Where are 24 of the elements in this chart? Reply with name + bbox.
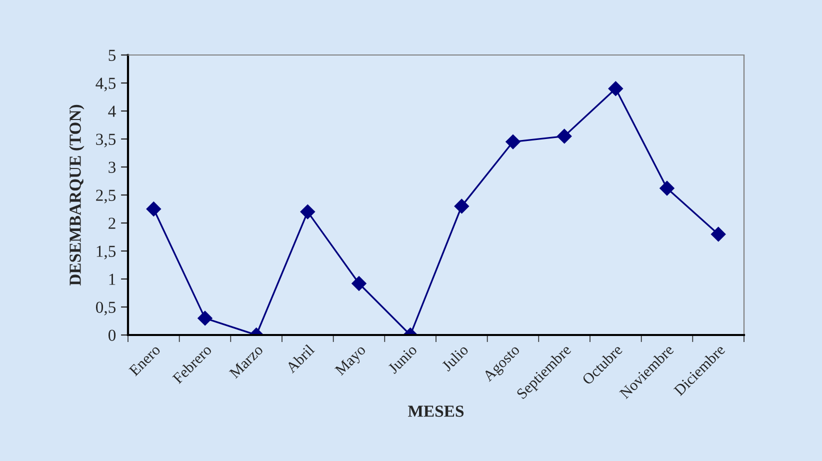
point [710,226,726,242]
point [454,198,470,214]
y-axis-title: DESEMBARQUE (TON) [69,104,84,286]
y-tick-label: 3,5 [96,134,116,148]
point [660,180,674,196]
x-axis-title: MESES [408,406,464,417]
y-tick-label: 5 [108,50,116,61]
point [146,202,162,216]
y-tick-label: 1,5 [96,246,116,260]
y-tick-label: 0,5 [96,302,116,316]
y-tick-label: 1 [109,274,116,285]
y-tick-label: 4,5 [96,78,116,92]
point [300,204,316,220]
point [352,276,366,291]
point [506,134,520,150]
point [608,81,624,96]
y-tick-label: 4 [108,106,116,117]
point [198,310,212,326]
y-tick-label: 3 [108,162,116,173]
y-tick-label: 2,5 [96,190,116,204]
x-tick-label: Julio [440,344,469,372]
y-tick-label: 2 [108,218,116,229]
point [556,128,572,144]
y-tick-label: 0 [108,330,116,341]
